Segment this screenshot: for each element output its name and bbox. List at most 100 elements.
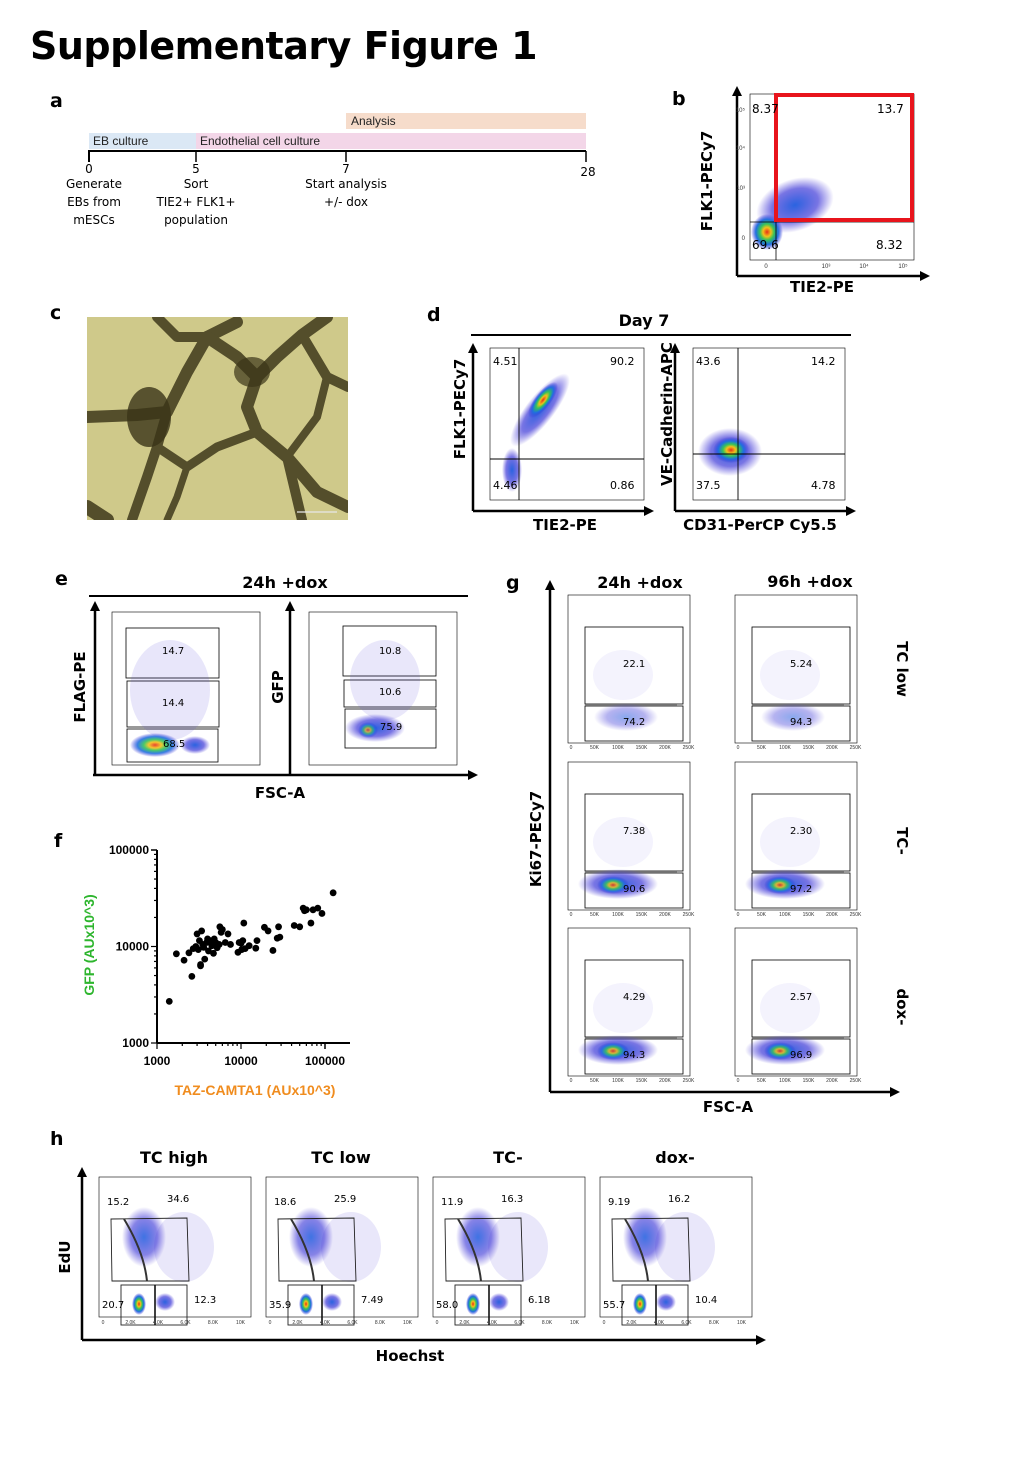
header-24h-dox-e: 24h +dox xyxy=(242,573,328,592)
quadrant-lr-d1: 0.86 xyxy=(610,479,635,492)
header-day7: Day 7 xyxy=(618,311,670,330)
gate-s-phase xyxy=(444,1217,524,1282)
x-axis-label-h: Hoechst xyxy=(375,1347,445,1365)
quadrant-ll-d1: 4.46 xyxy=(493,479,518,492)
x-tick-label: 10K xyxy=(570,1320,580,1326)
x-tick-label: 2.0K xyxy=(125,1320,136,1326)
scatter-point xyxy=(269,947,277,954)
gate-value-tl: 18.6 xyxy=(274,1197,297,1208)
arrow-up-icon xyxy=(545,580,555,590)
gate-value-high: 2.57 xyxy=(790,992,813,1003)
gate-e2-mid: 10.6 xyxy=(379,687,402,698)
timeline-day-0: 0 xyxy=(85,162,93,176)
scatter-point xyxy=(224,930,232,938)
arrow-up-icon xyxy=(285,601,295,611)
x-tick-label: 8.0K xyxy=(709,1320,720,1326)
x-tick-label: 100K xyxy=(612,745,624,751)
quadrant-lr-b: 8.32 xyxy=(876,238,903,252)
quadrant-lr-d2: 4.78 xyxy=(811,479,836,492)
scatter-point xyxy=(221,939,229,946)
quadrant-ur-b: 13.7 xyxy=(877,102,904,116)
gate-value-bl: 55.7 xyxy=(603,1300,626,1311)
panel-label-e: e xyxy=(55,568,68,590)
gate-value-br: 6.18 xyxy=(528,1295,551,1306)
x-tick-label: 100K xyxy=(612,912,624,918)
x-tick-label: 150K xyxy=(803,745,815,751)
x-tick-label: 10K xyxy=(236,1320,246,1326)
timeline-note-7: Start analysis +/- dox xyxy=(305,177,387,209)
x-tick-label: 250K xyxy=(683,1078,695,1084)
scatter-point xyxy=(227,941,234,948)
panel-label-g: g xyxy=(506,572,520,594)
x-tick-label: 150K xyxy=(636,912,648,918)
arrow-up-icon xyxy=(77,1167,87,1177)
gate-divider xyxy=(123,1218,148,1282)
x-tick-label: 10K xyxy=(403,1320,413,1326)
x-tick-label: 250K xyxy=(850,912,862,918)
x-tick-label: 0 xyxy=(603,1320,606,1326)
quadrant-ul-d1: 4.51 xyxy=(493,355,518,368)
gate-value-low: 90.6 xyxy=(623,884,646,895)
scatter-point xyxy=(252,944,260,952)
x-tick-label: 250K xyxy=(683,745,695,751)
arrow-right-icon xyxy=(846,506,856,516)
x-tick-label: 8.0K xyxy=(375,1320,386,1326)
x-axis-label-text: TAZ-CAMTA1 (AUx10^3) xyxy=(174,1082,336,1098)
panel-label-h: h xyxy=(50,1128,64,1150)
plot-title-h: dox- xyxy=(655,1148,695,1167)
y-tick-label: 10000 xyxy=(116,940,150,954)
x-tick-label: 10000 xyxy=(224,1054,258,1068)
quadrant-ul-d2: 43.6 xyxy=(696,355,721,368)
quadrant-ul-b: 8.37 xyxy=(752,102,779,116)
x-tick-label: 2.0K xyxy=(292,1320,303,1326)
scatter-point xyxy=(188,972,196,980)
plot-title-h: TC high xyxy=(140,1148,208,1167)
svg-text:10⁴: 10⁴ xyxy=(859,263,869,270)
gate-value-high: 22.1 xyxy=(623,659,646,670)
x-tick-label: 0 xyxy=(570,745,573,751)
scatter-point xyxy=(240,919,248,927)
gate-value-br: 10.4 xyxy=(695,1295,718,1306)
gate-value-br: 12.3 xyxy=(194,1295,217,1306)
col-header-96h: 96h +dox xyxy=(767,572,853,591)
scatter-point xyxy=(197,962,204,970)
timeline-bar xyxy=(89,133,196,149)
x-tick-label: 6.0K xyxy=(180,1320,191,1326)
x-tick-label: 50K xyxy=(757,745,767,751)
x-tick-label: 2.0K xyxy=(626,1320,637,1326)
x-tick-label: 200K xyxy=(826,1078,838,1084)
gate-value-tr: 34.6 xyxy=(167,1194,190,1205)
scatter-point xyxy=(296,923,304,931)
arrow-up-icon xyxy=(732,86,742,96)
gate-divider xyxy=(624,1218,649,1282)
timeline-day-28: 28 xyxy=(580,165,596,179)
svg-text:10⁴: 10⁴ xyxy=(736,145,746,152)
scatter-point xyxy=(194,946,202,953)
panel-label-b: b xyxy=(672,88,686,110)
x-tick-label: 0 xyxy=(737,912,740,918)
gate-value-high: 4.29 xyxy=(623,992,646,1003)
gate-value-bl: 20.7 xyxy=(102,1300,125,1311)
gate-value-tl: 9.19 xyxy=(608,1197,631,1208)
x-tick-label: 0 xyxy=(436,1320,439,1326)
gate-value-br: 7.49 xyxy=(361,1295,384,1306)
scatter-point xyxy=(245,942,253,950)
x-tick-label: 50K xyxy=(757,912,767,918)
quadrant-ll-d2: 37.5 xyxy=(696,479,721,492)
panel-label-a: a xyxy=(50,90,63,112)
x-tick-label: 0 xyxy=(102,1320,105,1326)
timeline-day-7: 7 xyxy=(342,162,350,176)
x-tick-label: 100000 xyxy=(305,1054,345,1068)
x-tick-label: 200K xyxy=(826,745,838,751)
x-tick-label: 10K xyxy=(737,1320,747,1326)
arrow-right-icon xyxy=(756,1335,766,1345)
svg-text:10⁵: 10⁵ xyxy=(736,107,746,114)
scatter-point xyxy=(264,927,272,935)
x-tick-label: 100K xyxy=(779,1078,791,1084)
scatter-point xyxy=(318,910,326,917)
timeline-diagram: Analysis EB culture Endothelial cell cultu… xyxy=(88,113,587,162)
timeline-day-5: 5 xyxy=(192,162,200,176)
scatter-point xyxy=(210,949,217,957)
scatter-chart: 1000 10000 100000 1000 10000 100000 xyxy=(109,843,350,1068)
x-tick-label: 6.0K xyxy=(514,1320,525,1326)
